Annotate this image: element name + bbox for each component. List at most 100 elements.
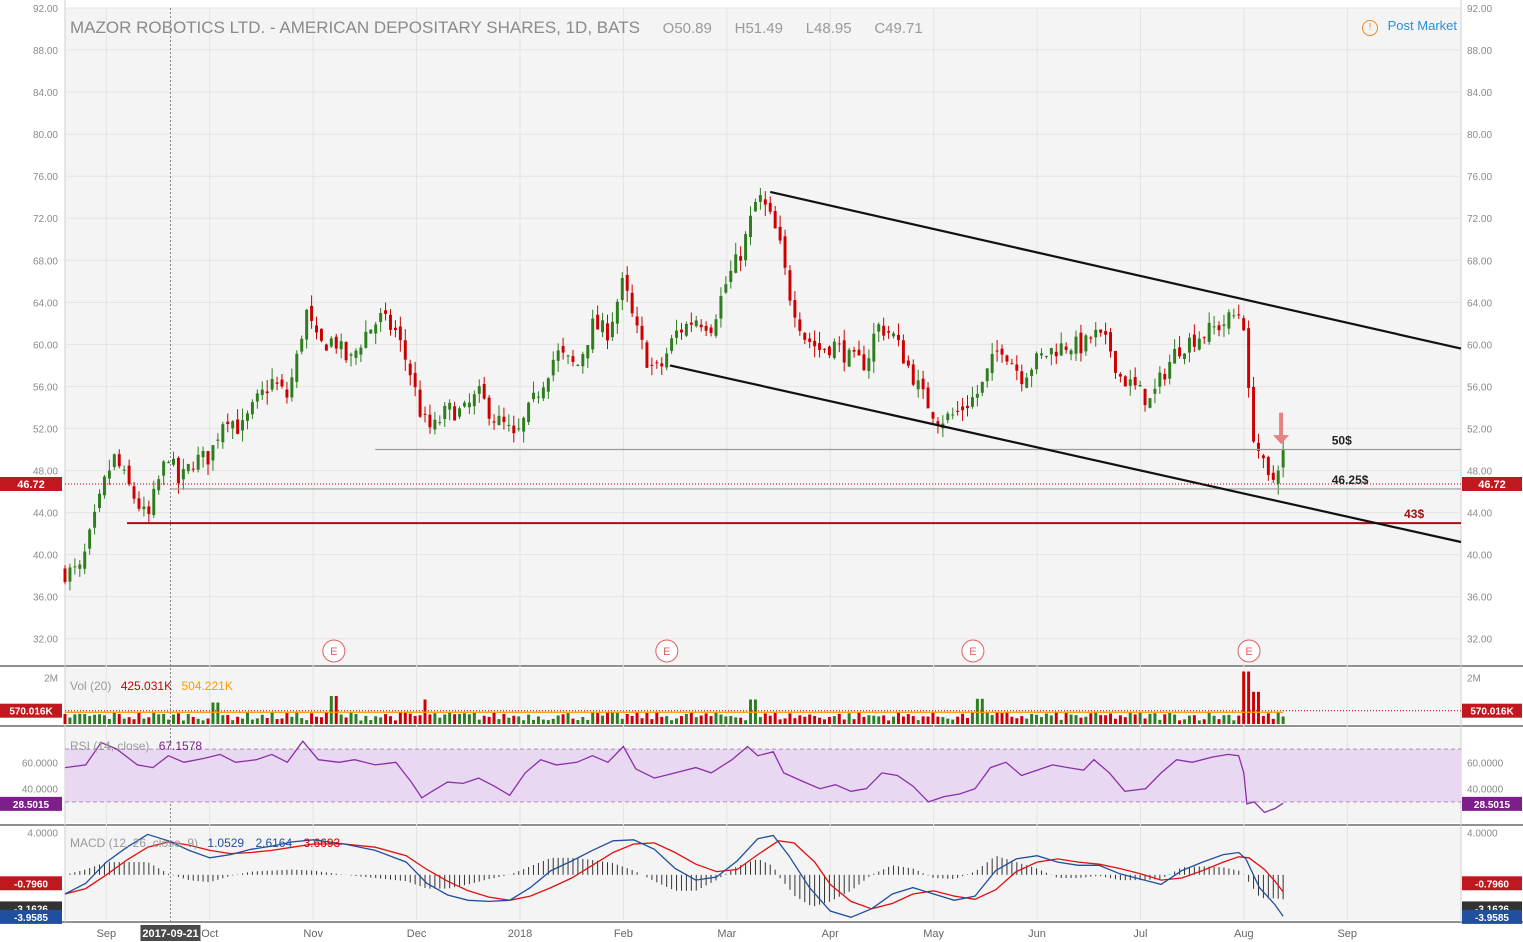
candle-body — [615, 301, 619, 324]
volume-bar — [196, 718, 200, 724]
candle-body — [882, 325, 886, 336]
candle-body — [413, 372, 417, 388]
volume-bar — [798, 715, 802, 724]
volume-bar — [250, 719, 254, 724]
volume-bar — [606, 712, 609, 724]
candle-body — [1197, 338, 1201, 350]
volume-bar — [645, 712, 649, 724]
candle-body — [635, 316, 639, 326]
volume-bar — [1128, 712, 1132, 724]
rsi-pane[interactable] — [64, 740, 1461, 814]
candle-body — [290, 377, 294, 398]
volume-bar — [369, 720, 373, 724]
volume-bar — [354, 714, 358, 724]
macd-badge-right — [1462, 909, 1522, 924]
volume-bar — [1035, 714, 1039, 724]
volume-bar — [808, 714, 812, 724]
volume-bar — [1118, 715, 1122, 724]
candle-body — [201, 450, 205, 458]
macd-pane[interactable] — [64, 833, 1284, 918]
volume-bar — [601, 715, 605, 724]
candle-body — [255, 393, 259, 402]
volume-bar — [872, 715, 876, 724]
volume-bar — [245, 712, 249, 724]
candle-body — [73, 566, 77, 568]
warning-icon: ! — [1362, 20, 1379, 36]
volume-bar — [1059, 719, 1063, 724]
candle-body — [1281, 449, 1285, 468]
volume-bar — [837, 713, 841, 724]
y-tick-label-left: 88.00 — [33, 46, 58, 57]
candle-body — [936, 421, 940, 426]
candle-body — [837, 343, 841, 345]
y-tick-label-left: 84.00 — [33, 88, 58, 99]
y-tick-label-right: 68.00 — [1467, 256, 1492, 267]
rsi-value: 67.1578 — [158, 739, 203, 753]
symbol-title[interactable]: MAZOR ROBOTICS LTD. - AMERICAN DEPOSITAR… — [70, 18, 640, 37]
volume-bar — [147, 717, 151, 724]
candle-body — [901, 340, 905, 364]
candle-body — [196, 454, 200, 470]
rsi-badge-right-label: 28.5015 — [1474, 800, 1511, 811]
volume-bar — [610, 711, 614, 724]
volume-bar — [290, 716, 294, 724]
candle-body — [813, 340, 817, 347]
volume-bar — [739, 717, 743, 724]
volume-bar — [68, 717, 72, 724]
candle-body — [142, 506, 146, 510]
candle-body — [270, 378, 274, 390]
candle-body — [418, 389, 422, 417]
macd-label[interactable]: MACD (12, 26, close, 9) — [70, 836, 199, 850]
volume-bar — [408, 713, 412, 724]
volume-bar — [1025, 718, 1029, 724]
candle-body — [724, 284, 728, 293]
candle-body — [374, 324, 378, 334]
candle-body — [1054, 351, 1058, 357]
y-tick-label-left: 44.00 — [33, 509, 58, 520]
volume-bar — [1222, 715, 1226, 724]
candle-body — [1202, 337, 1206, 339]
candle-body — [63, 568, 67, 582]
volume-bar — [1113, 718, 1117, 724]
volume-bar — [1099, 715, 1103, 724]
y-tick-label-left: 92.00 — [33, 4, 58, 15]
volume-bar — [1212, 715, 1216, 724]
candle-body — [749, 215, 752, 238]
candle-body — [502, 416, 506, 423]
volume-bar — [236, 716, 240, 724]
x-tick-label: Nov — [303, 928, 323, 940]
volume-bar — [364, 715, 368, 724]
candle-body — [211, 445, 215, 461]
volume-bar — [181, 720, 185, 724]
volume-pane[interactable] — [63, 671, 1461, 725]
volume-bar — [384, 714, 388, 724]
volume-bar — [462, 713, 466, 724]
candle-body — [586, 345, 590, 359]
volume-bar — [1197, 720, 1201, 724]
volume-bar — [1143, 718, 1147, 724]
volume-bar — [970, 711, 974, 724]
candle-body — [245, 413, 249, 421]
volume-label[interactable]: Vol (20) — [70, 679, 112, 693]
candle-body — [896, 334, 900, 341]
volume-bar — [630, 715, 634, 724]
volume-bar — [1207, 712, 1211, 724]
candle-body — [610, 321, 614, 338]
candle-body — [472, 394, 476, 407]
candle-body — [1227, 312, 1231, 329]
volume-bar — [1242, 671, 1246, 724]
rsi-label[interactable]: RSI (14, close) — [70, 739, 150, 753]
candle-body — [443, 405, 447, 420]
macd-badge-left-label: -3.9585 — [14, 913, 48, 924]
volume-bar — [172, 714, 175, 724]
post-market-indicator[interactable]: ! Post Market — [1362, 18, 1457, 36]
y-tick-label-left: 68.00 — [33, 256, 58, 267]
volume-bar — [88, 715, 92, 724]
macd-badge-left-label: -0.7960 — [14, 879, 48, 890]
volume-bar — [502, 713, 506, 724]
price-pane[interactable]: 50$ 46.25$ 43$ E E E E — [63, 187, 1462, 663]
y-tick-label-right: 52.00 — [1467, 424, 1492, 435]
volume-bar — [319, 717, 323, 724]
vol-badge-left — [0, 703, 62, 718]
